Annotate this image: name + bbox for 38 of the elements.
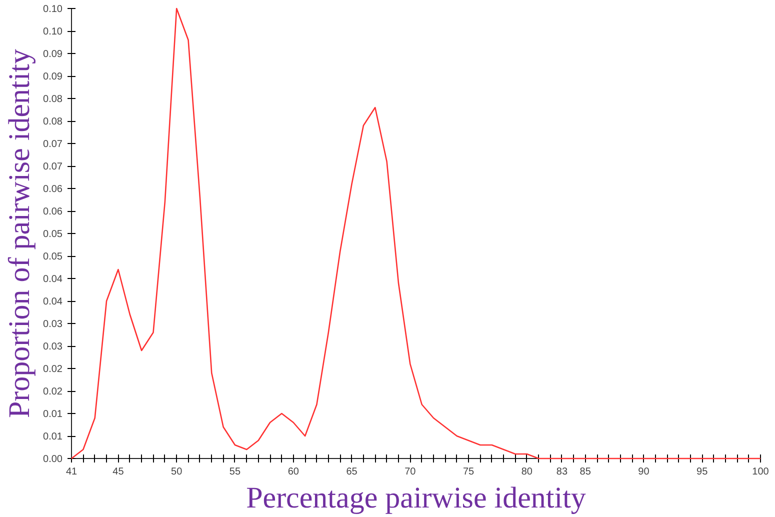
x-tick-label: 95 <box>696 466 708 478</box>
x-tick-label: 80 <box>521 466 533 478</box>
y-tick-label: 0.03 <box>43 342 63 352</box>
x-tick-label: 85 <box>580 466 592 478</box>
y-tick-label: 0.07 <box>43 139 63 150</box>
y-tick-label: 0.07 <box>43 162 63 172</box>
y-tick-label: 0.04 <box>43 296 63 308</box>
y-tick-label: 0.09 <box>43 72 63 82</box>
x-tick-label: 45 <box>112 466 124 478</box>
x-tick-label: 83 <box>556 466 568 478</box>
x-tick-label: 55 <box>229 466 241 478</box>
x-tick-label: 90 <box>638 466 650 478</box>
y-tick-label: 0.10 <box>43 4 63 15</box>
x-axis-title: Percentage pairwise identity <box>246 482 586 514</box>
y-tick-label: 0.08 <box>43 116 63 128</box>
x-tick-label: 70 <box>404 466 416 478</box>
y-tick-label: 0.06 <box>43 206 63 218</box>
y-tick-label: 0.05 <box>43 252 63 262</box>
x-tick-label: 100 <box>752 466 770 478</box>
y-tick-label: 0.06 <box>43 184 63 195</box>
x-tick-label: 50 <box>171 466 183 478</box>
y-tick-label: 0.02 <box>43 364 63 375</box>
y-tick-label: 0.00 <box>43 454 63 465</box>
y-tick-label: 0.02 <box>43 386 63 398</box>
x-tick-label: 41 <box>66 466 78 478</box>
y-tick-label: 0.01 <box>43 409 63 420</box>
y-tick-label: 0.09 <box>43 49 63 60</box>
y-tick-label: 0.01 <box>43 432 63 442</box>
y-tick-label: 0.03 <box>43 319 63 330</box>
y-tick-label: 0.05 <box>43 229 63 240</box>
y-tick-label: 0.08 <box>43 94 63 105</box>
x-tick-label: 65 <box>346 466 358 478</box>
line-series <box>70 8 762 460</box>
y-tick-label: 0.10 <box>43 26 63 38</box>
y-axis-title: Proportion of pairwise identity <box>3 48 36 418</box>
x-tick-label: 75 <box>462 466 475 478</box>
y-tick-label: 0.04 <box>43 274 63 285</box>
x-tick-label: 60 <box>288 466 300 478</box>
